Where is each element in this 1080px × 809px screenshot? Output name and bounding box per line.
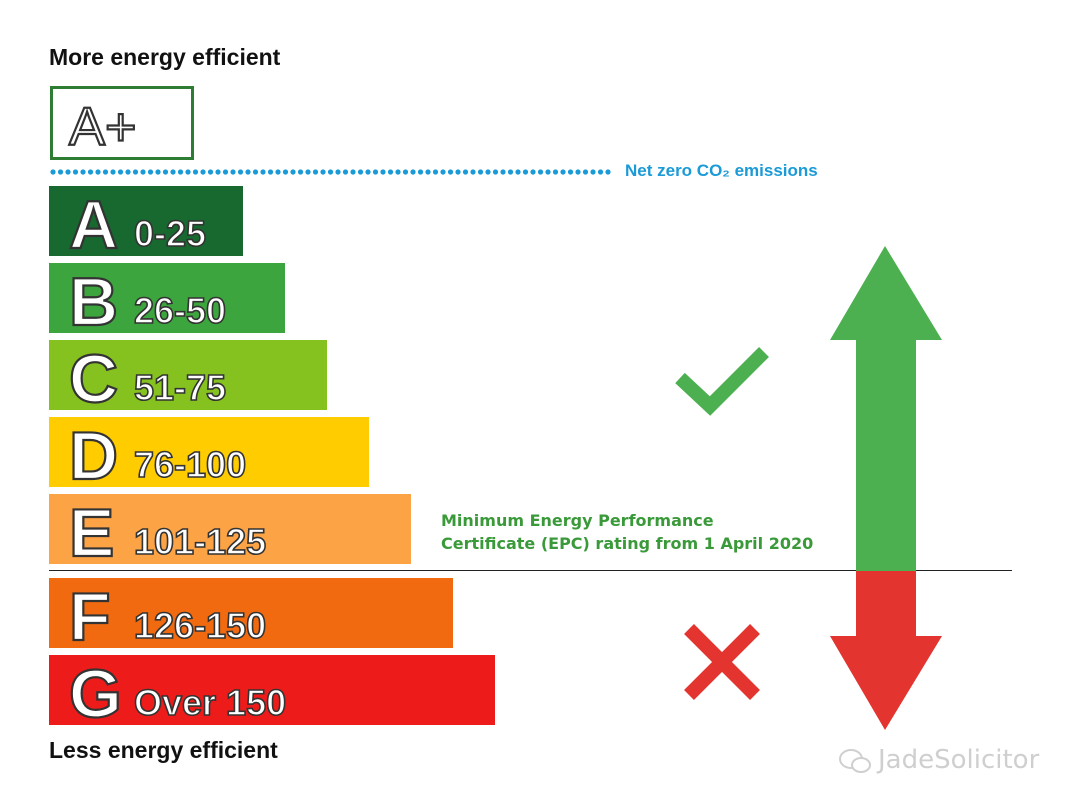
rating-bar-e-labels: E 101-125 (68, 494, 267, 572)
rating-bar-b-labels: B 26-50 (68, 263, 227, 341)
watermark: JadeSolicitor (838, 745, 1039, 775)
watermark-text: JadeSolicitor (878, 745, 1040, 775)
rating-letter-f: F (69, 579, 111, 655)
rating-letter-d: D (69, 418, 118, 494)
rating-range-b: 26-50 (134, 290, 226, 331)
rating-letter-e: E (69, 495, 114, 571)
rating-bar-d-labels: D 76-100 (68, 417, 247, 495)
down-arrow-icon (830, 571, 942, 730)
rating-bar-f-labels: F 126-150 (68, 578, 267, 656)
efficiency-arrows (830, 246, 942, 730)
rating-range-d: 76-100 (134, 444, 246, 485)
bottom-heading: Less energy efficient (49, 737, 278, 763)
rating-letter-a: A (69, 187, 118, 263)
rating-bar-a-labels: A 0-25 (68, 186, 207, 264)
rating-bar-g-labels: G Over 150 (68, 655, 287, 733)
rating-bar-g: G Over 150 (49, 655, 495, 733)
rating-bar-c-labels: C 51-75 (68, 340, 227, 418)
rating-letter-b: B (69, 264, 118, 340)
rating-range-c: 51-75 (134, 367, 226, 408)
aplus-text: A+ (69, 97, 137, 157)
rating-bar-a: A 0-25 (49, 186, 243, 264)
rating-range-a: 0-25 (134, 213, 206, 254)
rating-bar-b: B 26-50 (49, 263, 285, 341)
cross-icon (684, 624, 760, 700)
rating-range-g: Over 150 (134, 682, 286, 723)
aplus-rating-box: A+ (50, 86, 194, 160)
minimum-epc-line-2: Certificate (EPC) rating from 1 April 20… (441, 534, 814, 553)
rating-bar-c: C 51-75 (49, 340, 327, 418)
rating-letter-g: G (69, 656, 122, 732)
check-icon (675, 347, 769, 416)
rating-bar-f: F 126-150 (49, 578, 453, 656)
minimum-threshold-line (49, 570, 1012, 571)
net-zero-label: Net zero CO₂ emissions (625, 161, 818, 180)
rating-bar-e: E 101-125 (49, 494, 411, 572)
minimum-epc-note: Minimum Energy Performance Certificate (… (441, 509, 813, 555)
rating-bar-d: D 76-100 (49, 417, 369, 495)
rating-letter-c: C (69, 341, 118, 417)
rating-range-f: 126-150 (134, 605, 266, 646)
top-heading: More energy efficient (49, 44, 281, 70)
up-arrow-icon (830, 246, 942, 571)
wechat-icon (839, 748, 871, 773)
aplus-label: A+ (68, 96, 138, 157)
net-zero-dotted-line (50, 169, 611, 175)
minimum-epc-line-1: Minimum Energy Performance (441, 511, 714, 530)
rating-range-e: 101-125 (134, 521, 266, 562)
